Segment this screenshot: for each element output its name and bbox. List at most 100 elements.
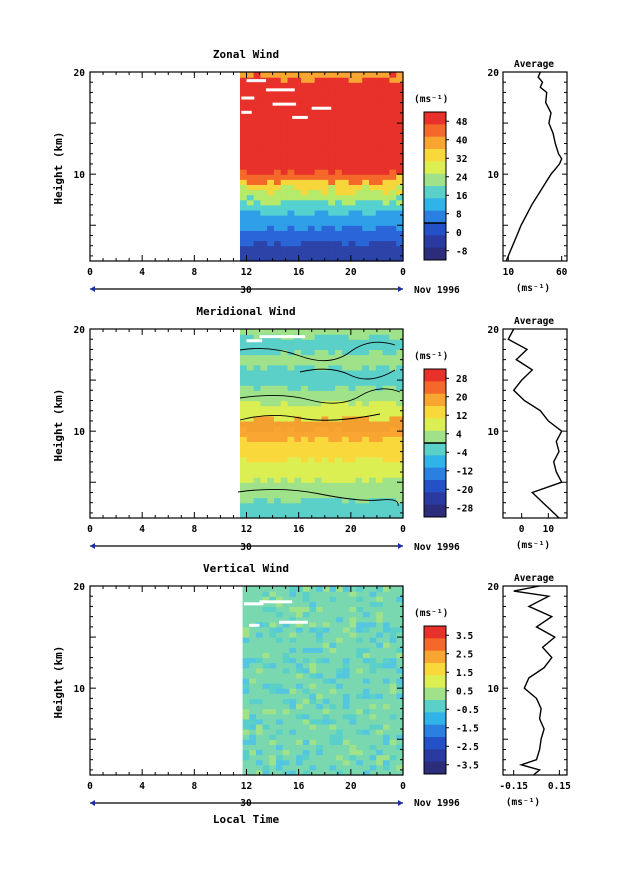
heatmap-cell <box>382 662 391 669</box>
heatmap-cell <box>287 329 295 335</box>
heatmap-cell <box>396 255 404 262</box>
heatmap-cell <box>341 148 350 155</box>
heatmap-cell <box>335 174 343 180</box>
heatmap-cell <box>396 672 404 679</box>
heatmap-cell <box>301 451 309 458</box>
heatmap-cell <box>314 153 323 160</box>
heatmap-cell <box>314 189 323 196</box>
heatmap-cell <box>287 492 295 499</box>
heatmap-cell <box>356 621 364 628</box>
heatmap-cell <box>253 512 261 519</box>
heatmap-cell <box>307 133 316 140</box>
heatmap-cell <box>348 512 357 519</box>
heatmap-cell <box>341 240 350 247</box>
heatmap-cell <box>242 688 250 694</box>
heatmap-cell <box>335 334 343 340</box>
heatmap-cell <box>375 184 384 191</box>
heatmap-cell <box>376 611 384 618</box>
heatmap-cell <box>269 729 277 735</box>
heatmap-cell <box>280 138 289 145</box>
heatmap-cell <box>253 255 261 262</box>
heatmap-cell <box>321 410 329 417</box>
data-gap <box>246 339 263 343</box>
heatmap-cell <box>396 431 404 437</box>
heatmap-cell <box>316 631 324 638</box>
heatmap-cell <box>260 225 268 231</box>
heatmap-cell <box>255 616 264 623</box>
heatmap-cell <box>389 477 397 483</box>
heatmap-cell <box>396 240 404 247</box>
heatmap-cell <box>322 708 331 715</box>
heatmap-cell <box>322 586 331 592</box>
heatmap-cell <box>273 482 282 488</box>
heatmap-cell <box>255 749 264 756</box>
heatmap-cell <box>322 677 331 684</box>
heatmap-cell <box>362 225 370 231</box>
colorbar-label: -8 <box>456 246 468 257</box>
colorbar-swatch <box>424 626 446 639</box>
heatmap-cell <box>276 672 284 679</box>
day-label: 30 <box>240 542 252 553</box>
heatmap-cell <box>375 204 384 211</box>
heatmap-cell <box>396 497 404 504</box>
colorbar-label: 1.5 <box>456 668 473 679</box>
heatmap-cell <box>269 616 277 623</box>
heatmap-cell <box>246 354 255 361</box>
heatmap-cell <box>253 148 261 155</box>
heatmap-cell <box>296 616 304 623</box>
heatmap-cell <box>349 698 357 705</box>
heatmap-cell <box>246 492 255 499</box>
heatmap-cell <box>260 117 268 124</box>
heatmap-cell <box>389 199 397 206</box>
heatmap-cell <box>382 626 391 633</box>
heatmap-cell <box>321 199 329 206</box>
heatmap-cell <box>294 359 302 366</box>
heatmap-cell <box>389 734 397 740</box>
heatmap-cell <box>375 466 384 473</box>
heatmap-cell <box>336 591 344 597</box>
heatmap-cell <box>253 240 261 247</box>
heatmap-cell <box>267 235 275 242</box>
heatmap-cell <box>342 713 351 720</box>
heatmap-cell <box>348 153 357 160</box>
heatmap-cell <box>355 405 363 412</box>
heatmap-cell <box>362 123 370 129</box>
heatmap-cell <box>301 395 309 402</box>
heatmap-cell <box>282 611 290 618</box>
heatmap-cell <box>389 693 397 699</box>
heatmap-cell <box>362 677 371 684</box>
heatmap-cell <box>302 586 311 592</box>
heatmap-cell <box>389 97 397 104</box>
x-tick-label: 20 <box>345 524 357 535</box>
heatmap-cell <box>301 431 309 437</box>
heatmap-cell <box>389 672 397 679</box>
heatmap-cell <box>314 472 323 478</box>
heatmap-cell <box>369 107 377 114</box>
heatmap-cell <box>246 329 255 335</box>
heatmap-cell <box>389 405 397 412</box>
heatmap-cell <box>329 667 337 674</box>
heatmap-cell <box>396 220 404 226</box>
heatmap-cell <box>335 339 343 345</box>
heatmap-cell <box>307 380 316 386</box>
heatmap-cell <box>280 92 289 99</box>
heatmap-cell <box>276 734 284 740</box>
heatmap-cell <box>328 184 336 191</box>
heatmap-cell <box>287 507 295 514</box>
heatmap-cell <box>296 693 304 699</box>
heatmap-cell <box>296 606 304 613</box>
heatmap-cell <box>362 769 371 776</box>
heatmap-cell <box>335 169 343 175</box>
heatmap-cell <box>355 420 363 427</box>
heatmap-cell <box>329 713 337 720</box>
heatmap-cell <box>287 107 295 114</box>
heatmap-cell <box>369 415 377 422</box>
heatmap-cell <box>329 698 337 705</box>
heatmap-cell <box>382 400 391 407</box>
heatmap-cell <box>269 657 277 664</box>
heatmap-cell <box>260 245 268 252</box>
heatmap-cell <box>280 461 289 468</box>
heatmap-cell <box>375 472 384 478</box>
heatmap-cell <box>362 472 370 478</box>
heatmap-cell <box>314 82 323 88</box>
